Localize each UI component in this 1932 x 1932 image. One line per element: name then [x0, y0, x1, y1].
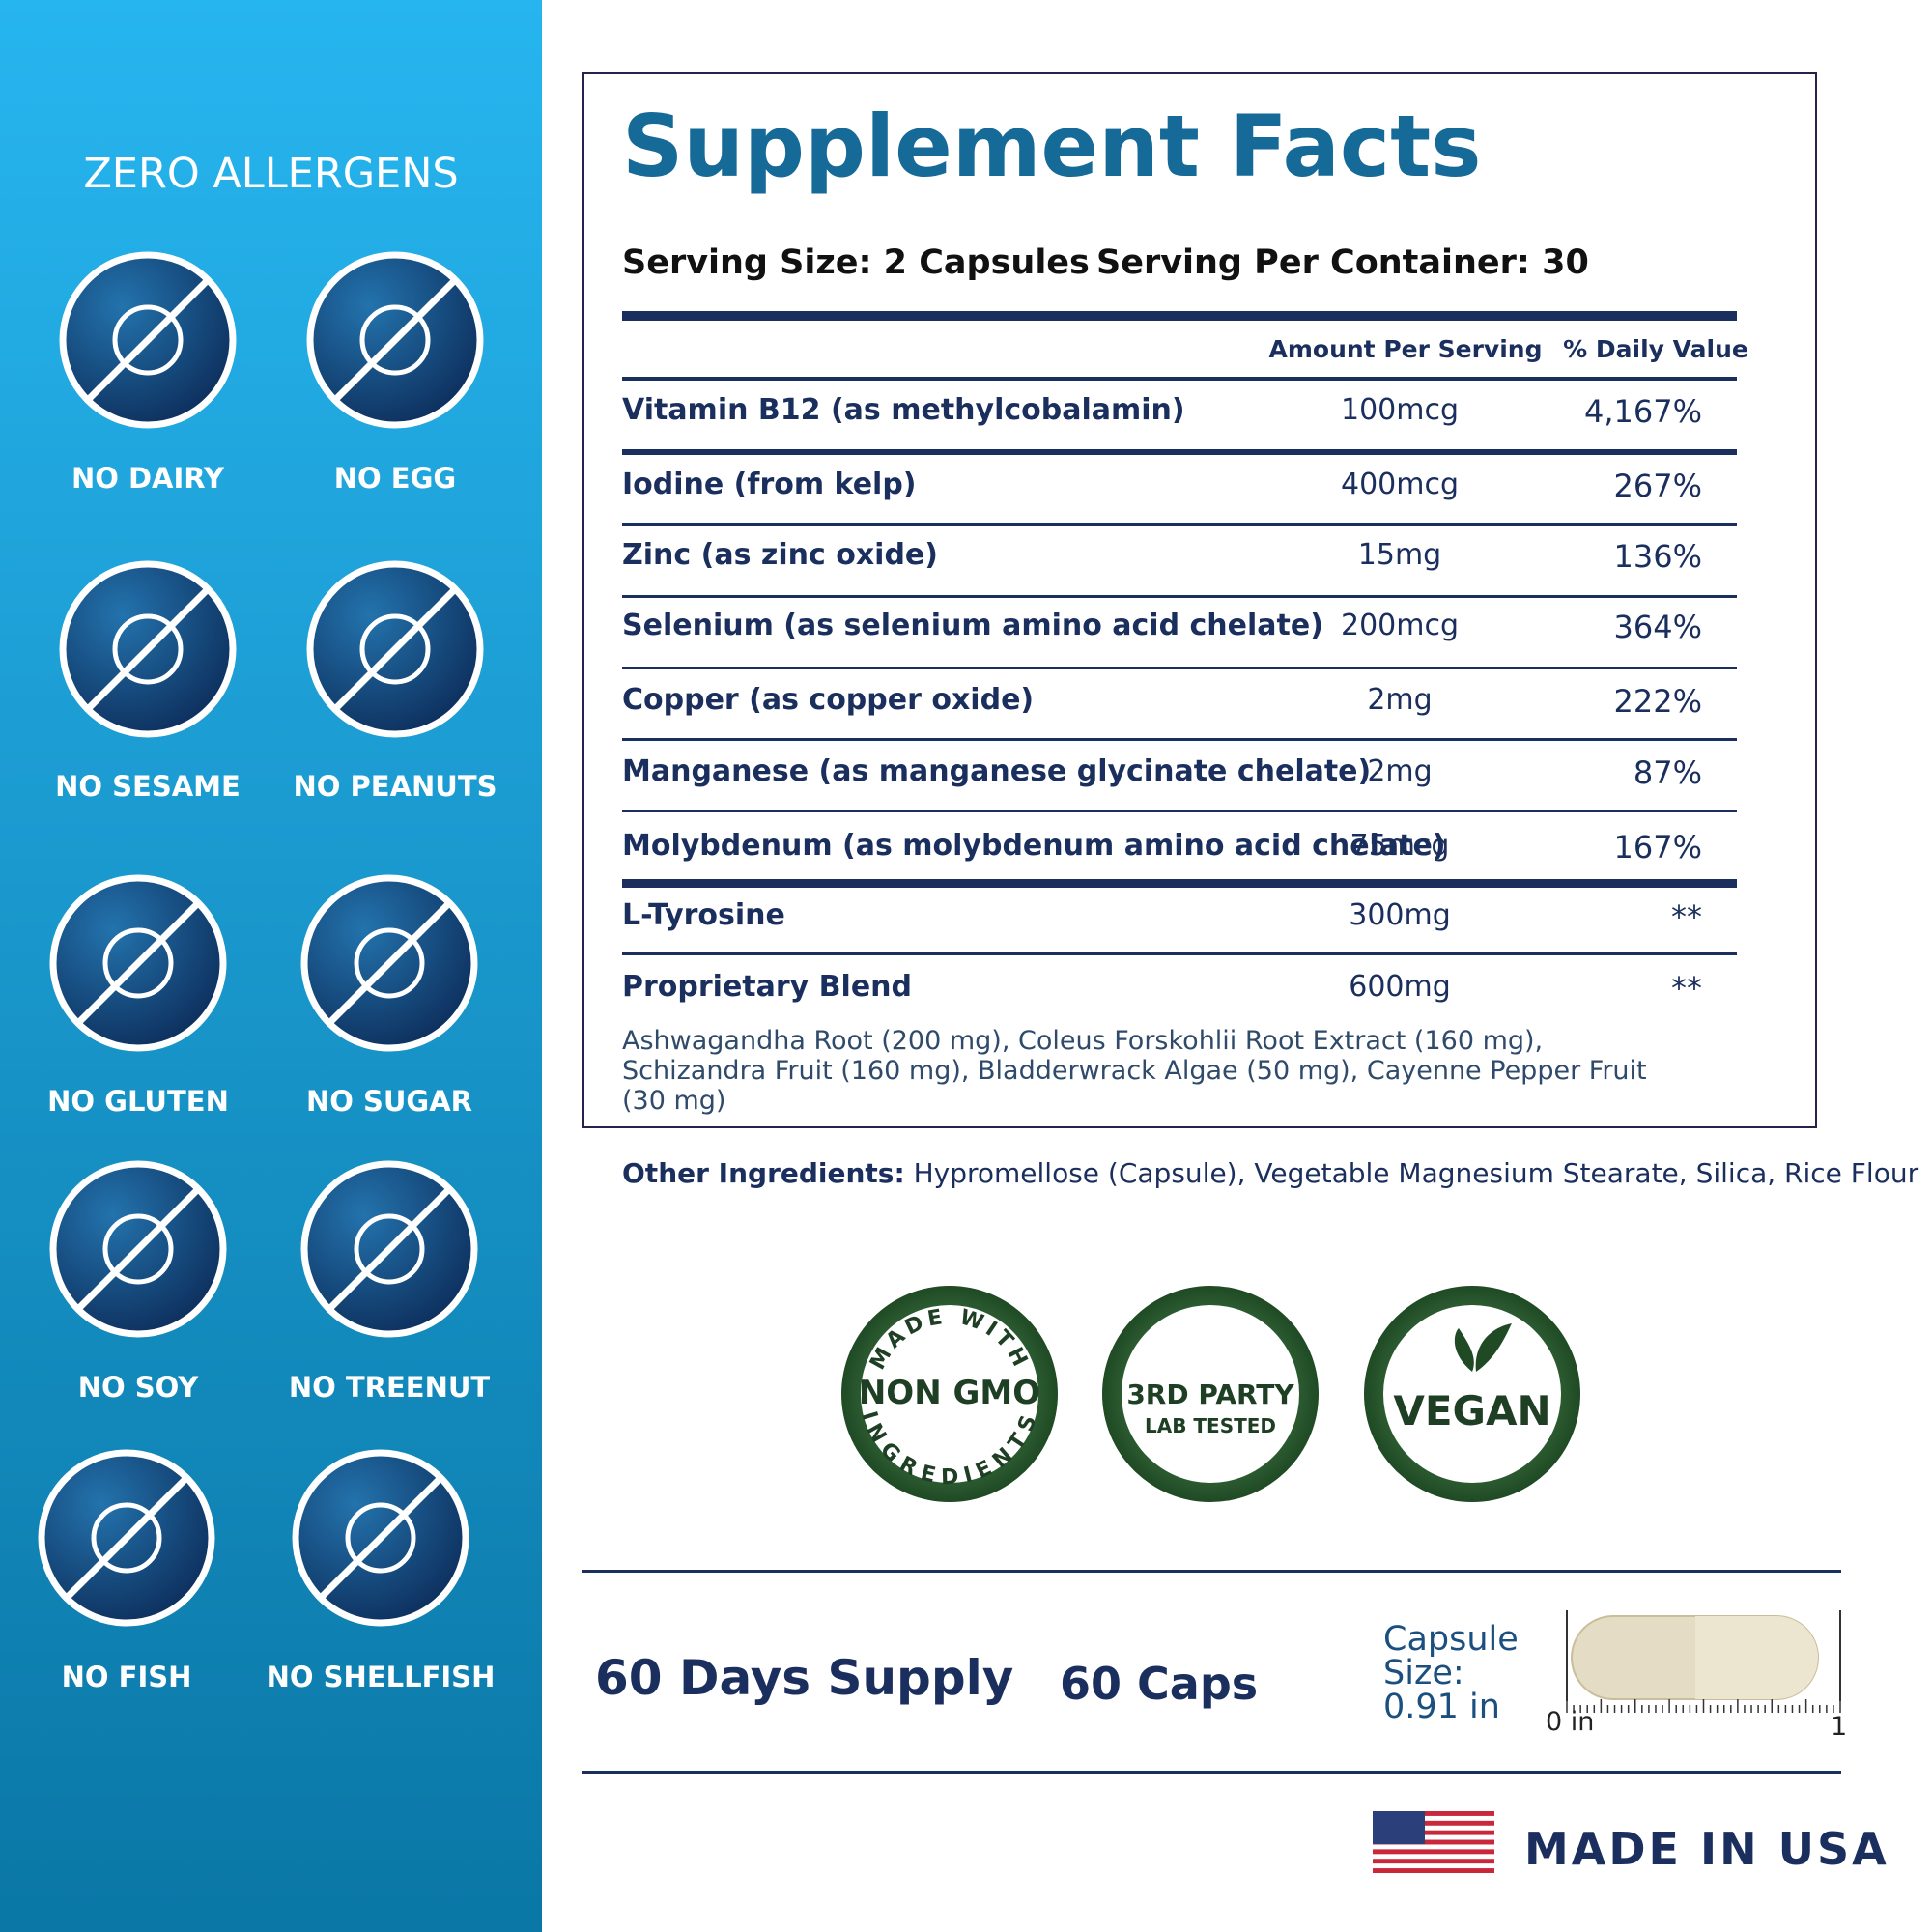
amount: 600mg	[1349, 970, 1451, 1004]
amount: 100mcg	[1340, 393, 1460, 427]
amount: 400mcg	[1340, 468, 1460, 501]
supply: 60 Days Supply	[595, 1650, 1014, 1706]
allergen-icon	[300, 1160, 478, 1338]
label: Other Ingredients:	[622, 1157, 905, 1189]
other-ingredients: Other Ingredients: Hypromellose (Capsule…	[622, 1157, 1918, 1189]
allergen-icon	[306, 560, 484, 738]
amount: 15mg	[1357, 538, 1442, 572]
allergen-label: NO EGG	[333, 462, 457, 495]
nutrient: Selenium (as selenium amino acid chelate…	[622, 609, 1323, 642]
daily-value: 364%	[1613, 609, 1702, 645]
panel-title: ZERO ALLERGENS	[83, 150, 459, 198]
allergen-icon	[38, 1449, 215, 1627]
badge-text: 3RD PARTY	[1126, 1378, 1294, 1410]
daily-value: 136%	[1613, 538, 1702, 575]
badge-text: VEGAN	[1393, 1387, 1550, 1435]
text: Hypromellose (Capsule), Vegetable Magnes…	[913, 1157, 1919, 1189]
allergen-label: NO GLUTEN	[47, 1085, 229, 1118]
nutrient: Zinc (as zinc oxide)	[622, 538, 938, 572]
rule	[622, 449, 1737, 455]
allergen-icon	[59, 251, 237, 429]
daily-value: 267%	[1613, 468, 1702, 504]
amount: 2mg	[1367, 683, 1433, 717]
blend: Ashwagandha Root (200 mg), Coleus Forsko…	[622, 1026, 1647, 1116]
nutrient: L-Tyrosine	[622, 898, 785, 932]
caps: 60 Caps	[1060, 1658, 1259, 1710]
allergen-icon	[49, 1160, 227, 1338]
header: % Daily Value	[1563, 335, 1748, 363]
daily-value: 87%	[1633, 754, 1702, 791]
rule	[622, 377, 1737, 381]
allergen-label: NO SUGAR	[305, 1085, 473, 1118]
amount: 2mg	[1367, 754, 1433, 788]
badge: MADE WITH INGREDIENTS NON GMO	[841, 1286, 1058, 1502]
serving-size: Serving Size: 2 Capsules	[622, 243, 1090, 282]
badge: 3RD PARTY LAB TESTED	[1102, 1286, 1319, 1502]
allergen-label: NO FISH	[61, 1661, 192, 1693]
badges: MADE WITH INGREDIENTS NON GMO 3RD PARTY …	[841, 1286, 1580, 1502]
nutrient: Molybdenum (as molybdenum amino acid che…	[622, 829, 1446, 863]
allergen-label: NO PEANUTS	[293, 770, 497, 803]
daily-value: **	[1671, 970, 1702, 1007]
allergen-label: NO SOY	[77, 1371, 199, 1404]
rule	[622, 667, 1737, 669]
nutrient: Iodine (from kelp)	[622, 468, 917, 501]
rule	[622, 595, 1737, 598]
facts-title: Supplement Facts	[622, 97, 1482, 196]
allergen-icon	[292, 1449, 469, 1627]
capsule	[1566, 1610, 1841, 1713]
rule	[622, 879, 1737, 888]
allergen-icon	[59, 560, 237, 738]
daily-value: 167%	[1613, 829, 1702, 866]
header: Amount Per Serving	[1268, 335, 1543, 363]
rule	[622, 311, 1737, 321]
nutrient: Proprietary Blend	[622, 970, 912, 1004]
rule	[582, 1771, 1841, 1774]
allergen-panel: ZERO ALLERGENS NO DAIRY NO EGG NO SESAME NO…	[0, 0, 542, 1932]
rule	[622, 952, 1737, 955]
daily-value: 222%	[1613, 683, 1702, 720]
amount: 200mcg	[1340, 609, 1460, 642]
allergen-label: NO TREENUT	[288, 1371, 491, 1404]
line: 0.91 in	[1383, 1688, 1500, 1726]
capsule-size: Capsule Size: 0.91 in	[1383, 1623, 1519, 1724]
rule	[622, 810, 1737, 812]
nutrient: Manganese (as manganese glycinate chelat…	[622, 754, 1372, 788]
rule	[582, 1570, 1841, 1573]
facts-box	[582, 72, 1817, 1128]
rule	[622, 523, 1737, 526]
us-flag	[1373, 1811, 1494, 1873]
amount: 300mg	[1349, 898, 1451, 932]
allergen-icon	[300, 874, 478, 1052]
ruler-start: 0 in	[1546, 1707, 1595, 1737]
line: Capsule	[1383, 1620, 1519, 1659]
daily-value: 4,167%	[1583, 393, 1702, 430]
daily-value: **	[1671, 898, 1702, 935]
allergen-label: NO DAIRY	[71, 462, 225, 495]
ruler-end: 1	[1831, 1712, 1848, 1742]
allergen-icon	[306, 251, 484, 429]
line: Size:	[1383, 1654, 1464, 1692]
allergen-label: NO SHELLFISH	[266, 1661, 496, 1693]
amount: 75mcg	[1350, 829, 1450, 863]
servings: Serving Per Container: 30	[1096, 243, 1589, 282]
badge-text: LAB TESTED	[1145, 1414, 1276, 1437]
nutrient: Vitamin B12 (as methylcobalamin)	[622, 393, 1185, 427]
rule	[622, 738, 1737, 741]
badge-text: NON GMO	[859, 1374, 1040, 1412]
made-in: MADE IN USA	[1524, 1823, 1889, 1875]
nutrient: Copper (as copper oxide)	[622, 683, 1035, 717]
badge: VEGAN	[1364, 1286, 1580, 1502]
allergen-label: NO SESAME	[55, 770, 241, 803]
allergen-icon	[49, 874, 227, 1052]
